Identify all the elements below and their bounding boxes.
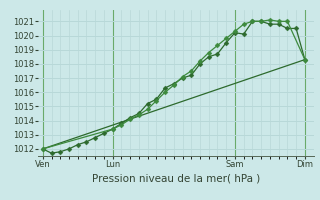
X-axis label: Pression niveau de la mer( hPa ): Pression niveau de la mer( hPa )	[92, 173, 260, 183]
